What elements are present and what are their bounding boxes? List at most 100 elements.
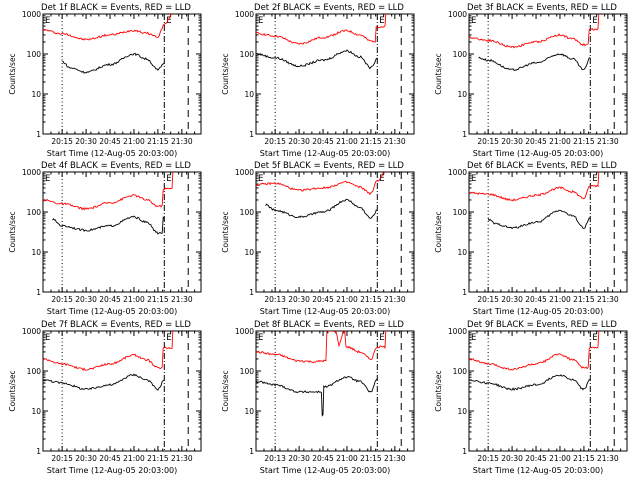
x-tick-label: 20:15	[477, 454, 499, 463]
chart-panel: Det 6f BLACK = Events, RED = LLD Counts/s…	[434, 161, 628, 316]
y-tick-label: 100	[240, 50, 255, 59]
x-tick-label: 21:00	[549, 137, 571, 146]
y-tick-label: 1	[462, 288, 467, 297]
series-group	[256, 172, 386, 220]
x-axis-label: Start Time (12-Aug-05 20:03:00)	[47, 149, 178, 158]
series-group	[469, 331, 600, 391]
marker-label-left: E	[471, 174, 476, 184]
x-tick-label: 21:30	[384, 137, 406, 146]
y-axis-label: Counts/sec	[8, 211, 17, 252]
series-line-events	[469, 374, 591, 391]
x-axis-label: Start Time (12-Aug-05 20:03:00)	[47, 466, 178, 475]
chart-title: Det 6f BLACK = Events, RED = LLD	[467, 161, 617, 171]
y-tick-label: 1000	[448, 168, 467, 177]
x-tick-label: 21:15	[147, 137, 169, 146]
y-tick-label: 10	[244, 90, 254, 99]
x-tick-label: 20:30	[501, 295, 523, 304]
y-tick-label: 100	[453, 367, 468, 376]
plot-frame	[468, 13, 628, 135]
marker-label-left: E	[258, 16, 263, 26]
marker-label-right: E	[166, 333, 171, 343]
x-tick-label: 21:30	[597, 295, 619, 304]
x-tick-label: 20:15	[51, 454, 73, 463]
x-tick-label: 20:15	[477, 295, 499, 304]
chart-panel: Det 4f BLACK = Events, RED = LLD Counts/s…	[8, 161, 202, 316]
y-tick-label: 100	[453, 50, 468, 59]
x-tick-label: 20:15	[477, 137, 499, 146]
plot-frame	[255, 13, 415, 135]
x-axis-label: Start Time (12-Aug-05 20:03:00)	[47, 307, 178, 316]
chart-title: Det 4f BLACK = Events, RED = LLD	[41, 161, 191, 171]
x-tick-label: 21:15	[147, 454, 169, 463]
x-tick-label: 21:30	[171, 454, 193, 463]
x-tick-label: 20:45	[312, 295, 334, 304]
x-tick-label: 20:15	[51, 137, 73, 146]
y-axis-label: Counts/sec	[8, 53, 17, 94]
series-group	[469, 14, 600, 72]
x-tick-label: 20:45	[99, 137, 121, 146]
chart-title: Det 5f BLACK = Events, RED = LLD	[254, 161, 404, 171]
y-tick-label: 1	[36, 288, 41, 297]
y-tick-label: 1000	[235, 168, 254, 177]
series-line-lld	[43, 331, 174, 371]
y-tick-label: 1	[249, 447, 254, 456]
x-tick-label: 20:30	[501, 137, 523, 146]
x-tick-label: 21:00	[123, 454, 145, 463]
plot-frame	[468, 330, 628, 452]
y-tick-label: 1000	[235, 327, 254, 336]
chart-title: Det 3f BLACK = Events, RED = LLD	[467, 3, 617, 13]
plot-frame	[42, 330, 202, 452]
series-line-events	[52, 215, 165, 235]
x-tick-label: 21:30	[597, 454, 619, 463]
y-tick-label: 1	[249, 130, 254, 139]
x-axis-label: Start Time (12-Aug-05 20:03:00)	[260, 466, 391, 475]
x-tick-label: 21:30	[597, 137, 619, 146]
y-tick-label: 1	[462, 130, 467, 139]
plot-frame	[255, 330, 415, 452]
chart-title: Det 1f BLACK = Events, RED = LLD	[41, 3, 191, 13]
x-tick-label: 20:30	[75, 454, 97, 463]
y-tick-label: 1000	[448, 327, 467, 336]
x-tick-label: 20:13	[264, 295, 286, 304]
chart-title: Det 9f BLACK = Events, RED = LLD	[467, 320, 617, 330]
chart-title: Det 2f BLACK = Events, RED = LLD	[254, 3, 404, 13]
series-group	[256, 331, 387, 417]
series-group	[256, 14, 387, 70]
x-axis-label: Start Time (12-Aug-05 20:03:00)	[473, 307, 604, 316]
x-axis-label: Start Time (12-Aug-05 20:03:00)	[473, 466, 604, 475]
x-axis-label: Start Time (12-Aug-05 20:03:00)	[260, 149, 391, 158]
x-axis-label: Start Time (12-Aug-05 20:03:00)	[473, 149, 604, 158]
y-axis-label: Counts/sec	[434, 211, 443, 252]
series-line-events	[256, 376, 378, 417]
x-tick-label: 20:30	[288, 295, 310, 304]
x-tick-label: 21:00	[123, 295, 145, 304]
marker-label-right: E	[592, 16, 597, 26]
x-tick-label: 20:15	[264, 137, 286, 146]
x-tick-label: 21:15	[360, 454, 382, 463]
x-tick-label: 21:00	[549, 454, 571, 463]
x-tick-label: 20:45	[312, 137, 334, 146]
y-tick-label: 1000	[22, 327, 41, 336]
series-line-lld	[256, 331, 387, 364]
series-line-lld	[469, 14, 600, 49]
marker-label-left: E	[45, 16, 50, 26]
y-axis-label: Counts/sec	[221, 370, 230, 411]
series-line-lld	[469, 172, 600, 202]
y-tick-label: 1	[249, 288, 254, 297]
x-tick-label: 20:15	[51, 295, 73, 304]
y-tick-label: 10	[244, 248, 254, 257]
series-line-events	[62, 52, 165, 74]
series-group	[43, 172, 174, 235]
y-axis-label: Counts/sec	[434, 370, 443, 411]
x-tick-label: 21:00	[336, 295, 358, 304]
y-axis-label: Counts/sec	[221, 53, 230, 94]
series-line-lld	[256, 172, 386, 196]
series-line-lld	[43, 14, 173, 41]
series-group	[43, 331, 174, 391]
series-group	[469, 172, 600, 230]
x-axis-label: Start Time (12-Aug-05 20:03:00)	[260, 307, 391, 316]
x-tick-label: 20:30	[288, 137, 310, 146]
series-line-lld	[43, 172, 174, 211]
x-tick-label: 20:45	[525, 295, 547, 304]
x-tick-label: 21:15	[360, 137, 382, 146]
